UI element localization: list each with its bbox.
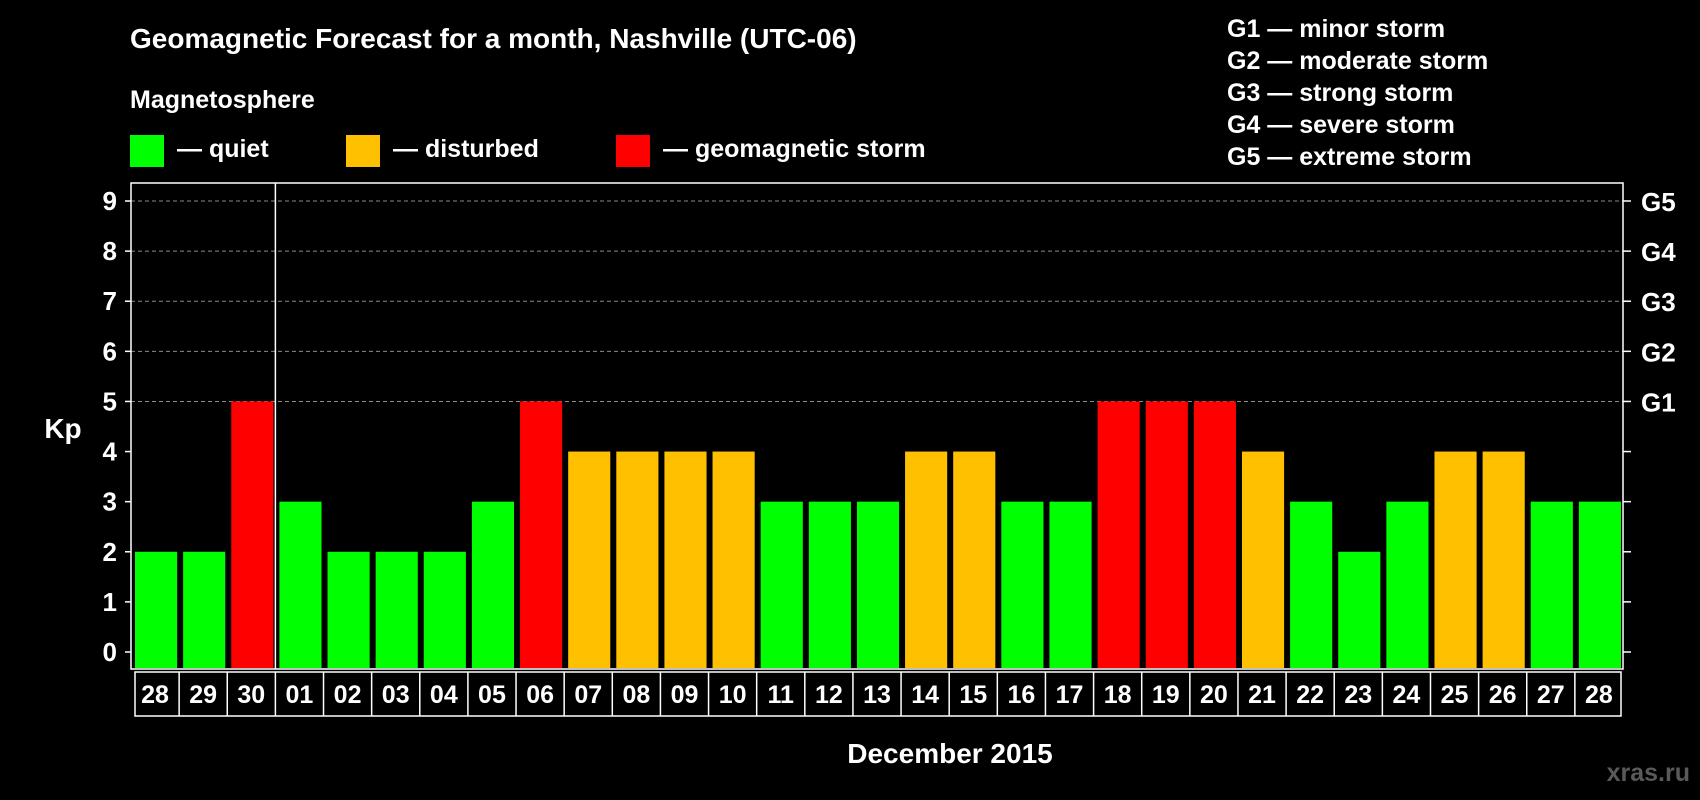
kp-bar (1193, 401, 1236, 668)
kp-bar (1530, 501, 1573, 668)
kp-bar (712, 451, 755, 668)
kp-bar (471, 501, 515, 668)
x-tick-label: 29 (189, 681, 217, 709)
x-tick-label: 12 (815, 681, 843, 709)
watermark: xras.ru (1607, 759, 1690, 787)
y-tick-label: 1 (103, 587, 117, 617)
legend-label-quiet: — quiet (177, 135, 269, 163)
x-tick-label: 06 (526, 681, 554, 709)
color-legend: — quiet — disturbed — geomagnetic storm (130, 135, 926, 167)
legend-swatch-quiet (130, 135, 164, 167)
x-tick-label: 30 (237, 681, 265, 709)
kp-bar (1578, 501, 1621, 668)
kp-bar (616, 451, 659, 668)
y-tick-label: 4 (103, 437, 118, 467)
y-tick-label: 2 (103, 537, 117, 567)
x-tick-label: 05 (478, 681, 506, 709)
x-tick-label: 07 (574, 681, 602, 709)
x-tick-label: 15 (959, 681, 987, 709)
kp-bar (1338, 551, 1381, 668)
kp-bar (953, 451, 996, 668)
legend-swatch-disturbed (346, 135, 380, 167)
kp-bar (1097, 401, 1140, 668)
chart-title: Geomagnetic Forecast for a month, Nashvi… (130, 23, 857, 54)
plot-frame (130, 182, 1624, 670)
x-tick-label: 02 (334, 681, 362, 709)
y-tick-label: 6 (103, 336, 117, 366)
x-tick-label: 23 (1344, 681, 1372, 709)
x-tick-label: 25 (1441, 681, 1469, 709)
kp-bar (1386, 501, 1429, 668)
legend-label-storm: — geomagnetic storm (663, 135, 926, 163)
x-tick-label: 01 (286, 681, 314, 709)
kp-bar (520, 401, 563, 668)
x-tick-label: 21 (1248, 681, 1276, 709)
kp-bar (1049, 501, 1092, 668)
y-tick-label: 9 (103, 186, 117, 216)
storm-level-tick-label: G2 (1641, 337, 1676, 367)
x-tick-label: 03 (382, 681, 410, 709)
storm-scale-g1: G1 — minor storm (1227, 15, 1445, 43)
kp-bar (1290, 501, 1333, 668)
date-strip-frame (134, 671, 1622, 717)
kp-bar (1145, 401, 1188, 668)
y-axis-label: Kp (44, 413, 81, 444)
storm-level-tick-label: G4 (1641, 237, 1676, 267)
kp-bar (664, 451, 707, 668)
kp-bar (1482, 451, 1525, 668)
x-tick-label: 14 (911, 681, 939, 709)
legend-swatch-storm (616, 135, 650, 167)
kp-bar (375, 551, 418, 668)
storm-scale-g4: G4 — severe storm (1227, 111, 1455, 139)
x-tick-label: 04 (430, 681, 458, 709)
storm-scale-legend: G1 — minor storm G2 — moderate storm G3 … (1227, 15, 1488, 171)
x-tick-label: 24 (1393, 681, 1421, 709)
kp-bar (423, 551, 466, 668)
x-tick-label: 20 (1200, 681, 1228, 709)
x-tick-label: 28 (141, 681, 169, 709)
storm-scale-g5: G5 — extreme storm (1227, 143, 1472, 171)
kp-bar (183, 551, 226, 668)
kp-bar (135, 551, 178, 668)
kp-bar (279, 501, 322, 668)
kp-bar (808, 501, 851, 668)
kp-bar (568, 451, 611, 668)
y-tick-label: 8 (103, 236, 117, 266)
kp-bar (1001, 501, 1044, 668)
magnetosphere-label: Magnetosphere (130, 86, 315, 114)
y-tick-label: 5 (103, 386, 117, 416)
storm-level-tick-label: G3 (1641, 287, 1676, 317)
x-tick-label: 17 (1056, 681, 1084, 709)
x-tick-label: 22 (1296, 681, 1324, 709)
legend-label-disturbed: — disturbed (393, 135, 539, 163)
y-tick-label: 0 (103, 637, 117, 667)
x-tick-label: 09 (671, 681, 699, 709)
x-axis-label: December 2015 (847, 738, 1052, 769)
x-tick-label: 13 (863, 681, 891, 709)
storm-scale-g3: G3 — strong storm (1227, 79, 1453, 107)
kp-bar (905, 451, 948, 668)
y-tick-label: 3 (103, 487, 117, 517)
kp-bar (1434, 451, 1477, 668)
storm-scale-g2: G2 — moderate storm (1227, 47, 1488, 75)
kp-bar (231, 401, 274, 668)
kp-bar (856, 501, 900, 668)
x-tick-label: 18 (1104, 681, 1132, 709)
kp-bar (760, 501, 803, 668)
x-tick-label: 28 (1585, 681, 1613, 709)
x-tick-label: 26 (1489, 681, 1517, 709)
kp-bar (1241, 451, 1285, 668)
x-tick-label: 27 (1537, 681, 1565, 709)
x-tick-label: 16 (1007, 681, 1035, 709)
x-tick-label: 08 (622, 681, 650, 709)
x-tick-label: 19 (1152, 681, 1180, 709)
x-tick-label: 10 (719, 681, 747, 709)
storm-level-tick-label: G5 (1641, 187, 1676, 217)
storm-level-tick-label: G1 (1641, 387, 1676, 417)
y-tick-label: 7 (103, 286, 117, 316)
x-tick-label: 11 (768, 681, 795, 709)
kp-bar (327, 551, 370, 668)
